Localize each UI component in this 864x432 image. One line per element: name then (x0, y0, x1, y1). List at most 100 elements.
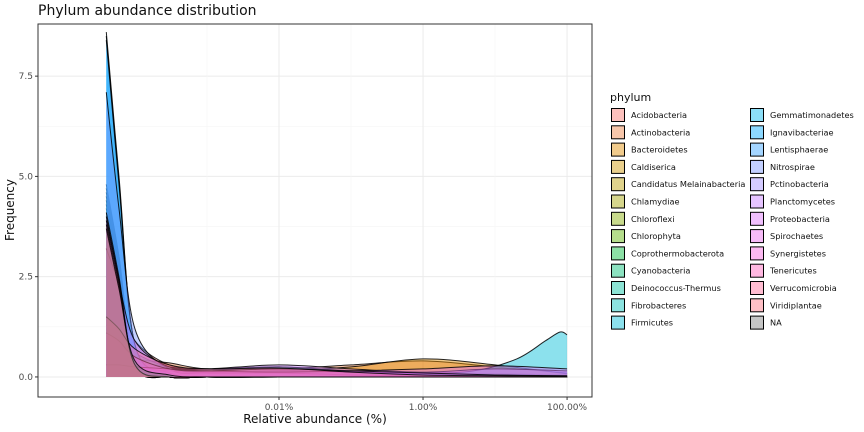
legend-swatch (611, 211, 625, 226)
density-line-spirochaetes (106, 332, 568, 377)
legend-label: Pctinobacteria (770, 179, 829, 189)
legend-label: Lentisphaerae (770, 145, 828, 155)
legend-item-viridiplantae: Viridiplantae (750, 298, 822, 313)
density-area-bacteroidetes (106, 350, 568, 377)
legend-label: Fibrobacteres (631, 300, 686, 310)
legend-swatch (611, 159, 625, 174)
legend: phylum Acidobacteria Actinobacteria Bacter… (610, 91, 854, 330)
legend-item-fibrobacteres: Fibrobacteres (611, 298, 686, 313)
legend-label: Bacteroidetes (631, 145, 688, 155)
legend-key-background (611, 159, 625, 174)
legend-swatch (611, 246, 625, 261)
density-line-planctomycetes (105, 248, 568, 373)
legend-swatch (750, 142, 764, 157)
legend-key-background (611, 125, 625, 140)
legend-item-cyanobacteria: Cyanobacteria (611, 263, 690, 278)
legend-label: Cyanobacteria (631, 266, 690, 276)
legend-item-ignavibacteriae: Ignavibacteriae (750, 125, 834, 140)
legend-key-background (750, 211, 764, 226)
legend-label: Caldiserica (631, 162, 676, 172)
legend-label: Viridiplantae (770, 300, 822, 310)
legend-key-background (750, 281, 764, 295)
legend-key-background (611, 263, 625, 278)
legend-label: Chloroflexi (631, 214, 675, 224)
legend-title: phylum (610, 91, 651, 104)
legend-label: Acidobacteria (631, 110, 687, 120)
legend-key-background (611, 315, 625, 330)
legend-item-actinobacteria: Actinobacteria (611, 125, 690, 140)
legend-swatch (750, 263, 764, 278)
legend-swatch (750, 281, 764, 295)
legend-item-planctomycetes: Planctomycetes (750, 194, 835, 209)
legend-label: Synergistetes (770, 248, 826, 258)
legend-key-background (750, 125, 764, 140)
legend-label: Tenericutes (769, 266, 817, 276)
legend-label: Verrucomicrobia (770, 283, 837, 293)
legend-swatch (750, 177, 764, 192)
legend-label: Planctomycetes (770, 197, 835, 207)
legend-key-background (611, 229, 625, 244)
density-area-cyanobacteria (106, 324, 568, 377)
legend-item-lentisphaerae: Lentisphaerae (750, 142, 828, 157)
legend-item-chlorophyta: Chlorophyta (611, 229, 681, 244)
legend-key-background (750, 229, 764, 244)
legend-key-background (611, 142, 625, 157)
legend-item-nitrospirae: Nitrospirae (750, 159, 815, 174)
density-area-acidobacteria (106, 276, 568, 377)
legend-item-chloroflexi: Chloroflexi (611, 211, 675, 226)
legend-label: Chlorophyta (631, 231, 681, 241)
y-tick-label: 7.5 (19, 72, 33, 82)
density-area-verrucomicrobia (106, 316, 568, 377)
legend-swatch (611, 177, 625, 192)
y-axis-title: Frequency (3, 179, 17, 241)
legend-item-synergistetes: Synergistetes (750, 246, 826, 261)
legend-item-pctinobacteria: Pctinobacteria (750, 177, 829, 192)
legend-item-gemmatimonadetes: Gemmatimonadetes (750, 108, 854, 122)
legend-key-background (750, 298, 764, 313)
legend-key-background (750, 246, 764, 261)
legend-key-background (750, 194, 764, 209)
legend-key-background (611, 194, 625, 209)
x-tick-label: 0.01% (265, 403, 294, 413)
legend-item-verrucomicrobia: Verrucomicrobia (750, 281, 837, 295)
legend-item-deinococcus-thermus: Deinococcus-Thermus (611, 281, 721, 295)
legend-key-background (750, 315, 764, 330)
x-tick-label: 100.00% (547, 403, 587, 413)
legend-swatch (611, 142, 625, 157)
density-series (105, 31, 568, 379)
legend-swatch (750, 246, 764, 261)
axes: 0.0 2.5 5.0 7.5 0.01% 1.00% 100.00% (19, 72, 588, 413)
legend-key-background (611, 298, 625, 313)
legend-key-background (611, 211, 625, 226)
legend-item-tenericutes: Tenericutes (750, 263, 817, 278)
legend-swatch (611, 281, 625, 295)
legend-key-background (750, 263, 764, 278)
legend-item-bacteroidetes: Bacteroidetes (611, 142, 688, 157)
legend-label: Nitrospirae (770, 162, 815, 172)
legend-swatch (611, 108, 625, 122)
legend-label: Deinococcus-Thermus (631, 283, 721, 293)
legend-label: Spirochaetes (770, 231, 823, 241)
legend-item-caldiserica: Caldiserica (611, 159, 676, 174)
y-tick-label: 0.0 (19, 373, 34, 383)
legend-swatch (611, 194, 625, 209)
legend-swatch (750, 229, 764, 244)
density-line-proteobacteria (106, 364, 568, 373)
legend-key-background (750, 177, 764, 192)
legend-swatch (750, 159, 764, 174)
legend-key-background (750, 159, 764, 174)
legend-key-background (750, 108, 764, 122)
legend-label: Actinobacteria (631, 127, 690, 137)
legend-label: Coprothermobacterota (631, 248, 724, 258)
legend-item-proteobacteria: Proteobacteria (750, 211, 830, 226)
legend-swatch (750, 211, 764, 226)
legend-swatch (611, 315, 625, 330)
legend-label: Firmicutes (631, 318, 673, 328)
plot-background (38, 24, 592, 397)
legend-item-firmicutes: Firmicutes (611, 315, 673, 330)
legend-swatch (611, 229, 625, 244)
legend-swatch (611, 263, 625, 278)
legend-swatch (750, 298, 764, 313)
y-tick-label: 5.0 (19, 172, 34, 182)
